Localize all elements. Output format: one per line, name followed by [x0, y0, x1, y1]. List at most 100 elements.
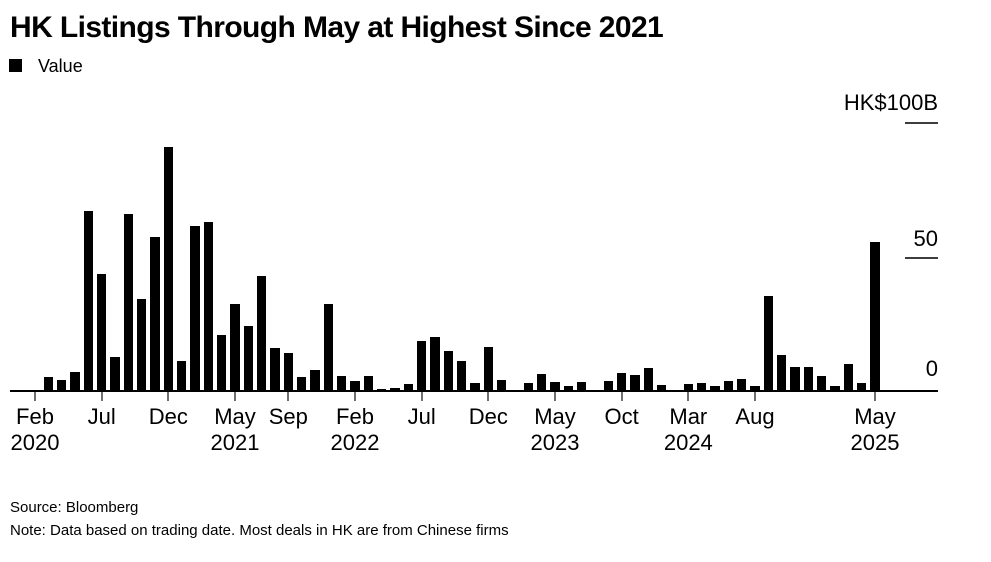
y-tick-label-0: 0 [925, 356, 938, 381]
bar [576, 382, 587, 392]
bar [630, 375, 640, 392]
x-tick-year-label: 2023 [530, 430, 580, 455]
bar [536, 374, 547, 392]
bar [70, 371, 80, 392]
bar [296, 377, 307, 392]
bar [96, 274, 107, 392]
x-tick-label: Jul [407, 404, 436, 429]
bar [136, 298, 147, 392]
x-tick-mark [874, 392, 876, 401]
x-tick-mark [100, 392, 103, 401]
bar [723, 381, 734, 392]
footer: Source: Bloomberg Note: Data based on tr… [10, 496, 509, 542]
bar [816, 376, 827, 392]
bar [416, 341, 427, 392]
bar [763, 296, 774, 392]
bar [43, 377, 54, 392]
bar [830, 385, 840, 392]
y-tick-label-50: 50 [913, 226, 938, 251]
x-tick-label: Sep [268, 404, 308, 429]
bar [323, 303, 334, 392]
x-tick-mark [287, 392, 290, 401]
bar [790, 367, 800, 392]
x-tick-mark [234, 392, 236, 401]
x-tick-mark [487, 392, 490, 401]
bar [470, 383, 480, 392]
x-tick-label: Dec [148, 404, 188, 429]
bar [603, 381, 614, 392]
bar [843, 363, 854, 392]
bar [176, 361, 187, 392]
bar [870, 242, 880, 392]
bar [216, 335, 227, 392]
bar [56, 380, 67, 392]
x-tick-mark [167, 392, 170, 401]
x-tick-mark [34, 392, 36, 401]
x-tick-label: Oct [604, 404, 639, 429]
bar [776, 355, 787, 392]
bar [483, 346, 494, 392]
bar [736, 378, 747, 392]
bar [616, 372, 627, 392]
bar [350, 381, 360, 392]
legend-swatch-icon [9, 59, 22, 72]
bar [750, 385, 760, 392]
x-tick-year-label: 2020 [10, 430, 60, 455]
bar [496, 380, 507, 392]
x-tick-label: Mar [669, 404, 708, 429]
x-tick-year-label: 2025 [850, 430, 900, 455]
bar [270, 347, 280, 392]
bar [83, 211, 94, 392]
bar [696, 382, 707, 392]
bar [163, 146, 174, 392]
bar [856, 383, 867, 392]
bar [643, 367, 654, 392]
bar [336, 375, 347, 392]
x-tick-label: Jul [87, 404, 116, 429]
x-tick-mark [354, 392, 356, 401]
bar [363, 375, 374, 392]
x-tick-label: Dec [468, 404, 508, 429]
chart-title: HK Listings Through May at Highest Since… [10, 11, 664, 44]
x-tick-year-label: 2022 [330, 430, 380, 455]
x-tick-mark [420, 392, 423, 401]
x-tick-label: May [534, 404, 576, 429]
note-line: Note: Data based on trading date. Most d… [10, 522, 509, 539]
bar [550, 382, 560, 392]
bar [803, 367, 814, 392]
bar [123, 213, 134, 392]
x-tick-label: Feb [336, 404, 374, 429]
bar [403, 383, 414, 392]
bar [430, 336, 440, 392]
x-tick-label: Aug [735, 404, 775, 429]
bar [243, 326, 254, 392]
x-tick-mark [554, 392, 556, 401]
x-tick-year-label: 2024 [663, 430, 713, 455]
x-tick-label: May [214, 404, 256, 429]
bar [656, 385, 667, 392]
y-tick-line-100 [905, 122, 938, 124]
bar [683, 383, 694, 392]
bar [190, 226, 200, 392]
y-tick-label-100: HK$100B [843, 90, 938, 115]
bar [230, 304, 240, 392]
x-tick-mark [620, 392, 623, 401]
bar [150, 236, 160, 392]
y-tick-line-50 [905, 257, 938, 259]
bar [456, 360, 467, 392]
bar [443, 350, 454, 392]
bar [283, 352, 294, 392]
bar [523, 382, 534, 392]
x-tick-year-label: 2021 [210, 430, 260, 455]
bar [203, 222, 214, 392]
bar [310, 370, 320, 392]
bar [390, 387, 400, 392]
x-tick-mark [754, 392, 756, 401]
bar [110, 356, 120, 392]
legend-label: Value [38, 56, 83, 76]
bar [256, 275, 267, 392]
